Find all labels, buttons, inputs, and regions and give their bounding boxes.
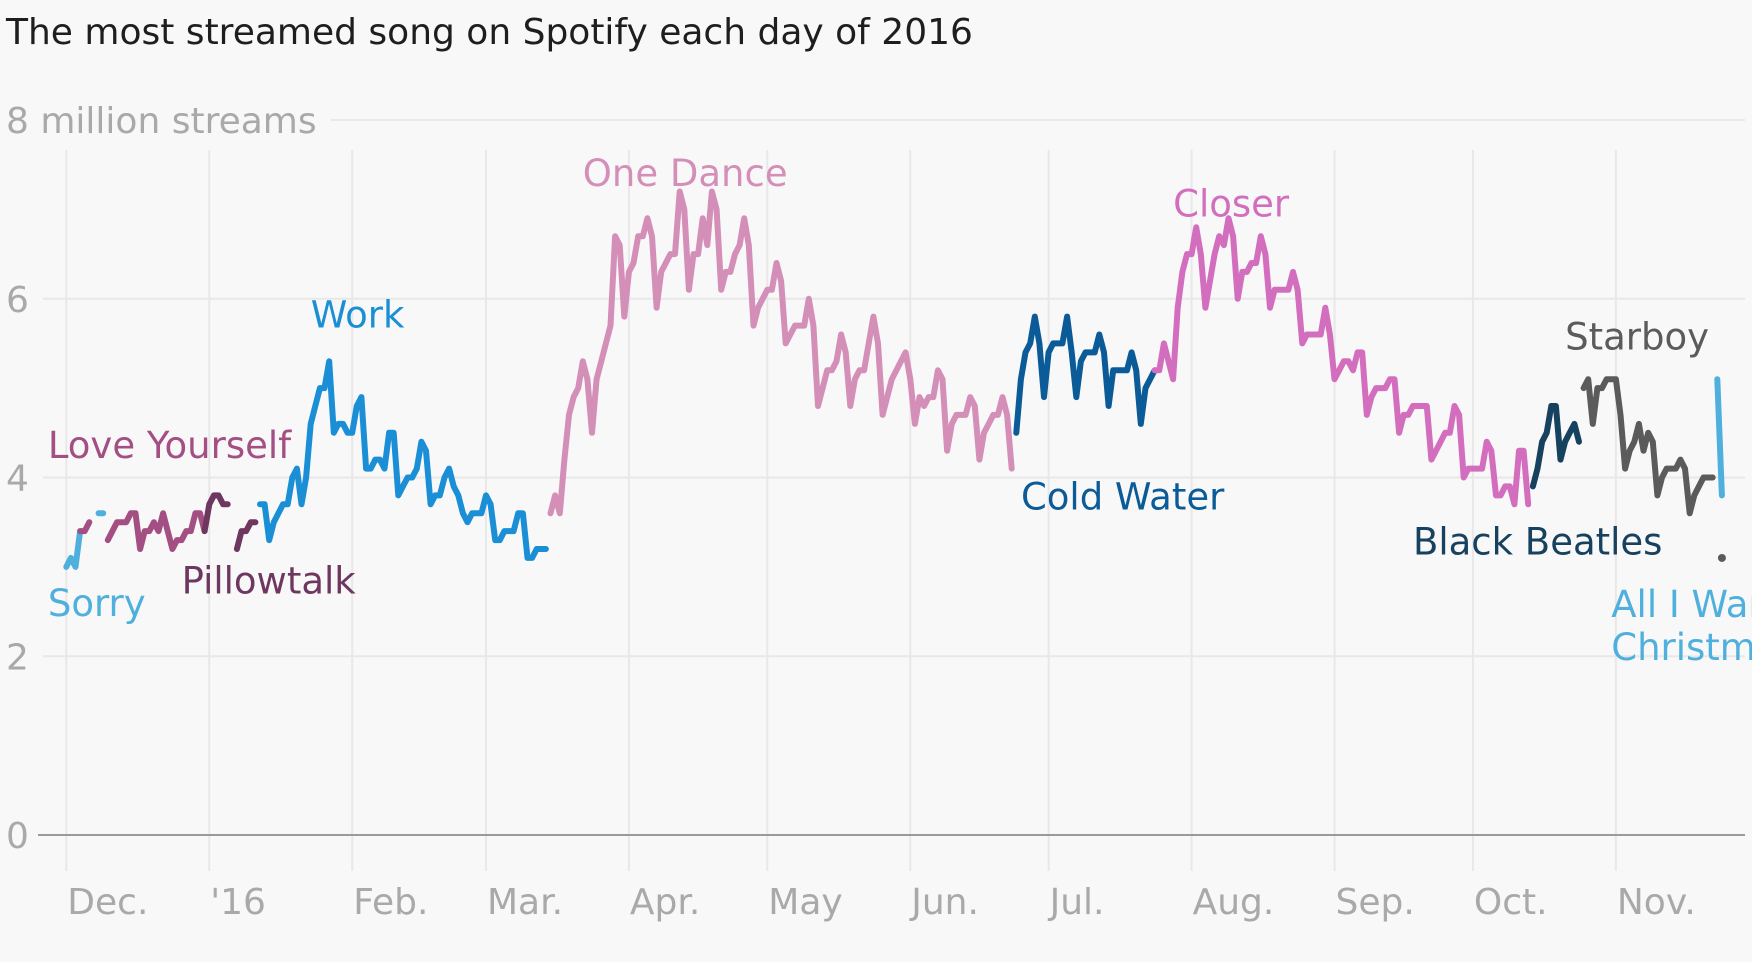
- series-sorry: [63, 510, 107, 570]
- series-work: [257, 358, 549, 561]
- y-tick-label: 6: [6, 280, 29, 321]
- y-gridlines: [42, 119, 1745, 658]
- y-tick-label: 0: [6, 816, 29, 857]
- series-line-segment: [233, 519, 259, 552]
- series-label-starboy: Starboy: [1565, 316, 1709, 359]
- series-line-segment: [1013, 313, 1158, 436]
- series-line-segment: [547, 188, 1015, 517]
- series-pillowtalk: [201, 492, 259, 552]
- x-tick-labels: Dec. '16 Feb. Mar. Apr. May Jun. Jul. Aug. Sep. Oc…: [67, 882, 1696, 923]
- x-tick-label: Mar.: [487, 882, 563, 923]
- series-label-cold-water: Cold Water: [1021, 476, 1225, 519]
- x-gridlines: [65, 150, 1617, 871]
- x-tick-label: Feb.: [353, 882, 428, 923]
- series-line-segment: [1151, 215, 1532, 508]
- series-line-segment: [77, 519, 93, 535]
- x-tick-label: May: [768, 882, 842, 923]
- series-line-segment: [1529, 403, 1582, 490]
- x-tick-label: Aug.: [1193, 882, 1275, 923]
- series-labels: Sorry Love Yourself Pillowtalk Work One Danc…: [48, 152, 1752, 669]
- series-label-closer: Closer: [1173, 183, 1290, 226]
- series-label-black-beatles: Black Beatles: [1413, 520, 1663, 563]
- y-tick-labels: 0 2 4 6 8 million streams: [6, 101, 317, 857]
- series-label-pillowtalk: Pillowtalk: [182, 560, 357, 603]
- series-love-yourself: [77, 510, 208, 552]
- x-tick-label: Nov.: [1617, 882, 1696, 923]
- series-label-work: Work: [311, 293, 405, 336]
- series-line-segment: [104, 510, 208, 552]
- series-line-segment: [63, 528, 84, 570]
- y-tick-label: 2: [6, 637, 29, 678]
- series-line-segment: [257, 358, 549, 561]
- series-starboy: [1580, 376, 1726, 562]
- y-tick-label: 8 million streams: [6, 101, 317, 142]
- series-line-segment: [201, 492, 231, 535]
- series-closer: [1151, 215, 1532, 508]
- chart-title: The most streamed song on Spotify each d…: [6, 12, 973, 53]
- x-tick-label: '16: [210, 882, 266, 923]
- series-line-segment: [1580, 376, 1716, 517]
- x-tick-label: Dec.: [67, 882, 148, 923]
- x-tick-label: Apr.: [630, 882, 700, 923]
- series-point: [1717, 553, 1726, 562]
- x-tick-label: Oct.: [1474, 882, 1548, 923]
- series-line-segment: [1714, 376, 1725, 499]
- series-one-dance: [547, 188, 1015, 517]
- series-lines: [63, 188, 1726, 570]
- series-cold-water: [1013, 313, 1158, 436]
- x-tick-label: Jun.: [909, 882, 979, 923]
- y-tick-label: 4: [6, 459, 29, 500]
- series-black-beatles: [1529, 403, 1582, 490]
- series-label-love-yourself: Love Yourself: [48, 424, 292, 467]
- x-tick-label: Sep.: [1336, 882, 1415, 923]
- series-label-sorry: Sorry: [48, 582, 146, 625]
- series-label-all-i-want-for-christmas: All I Want forChristmas ...: [1611, 583, 1752, 669]
- series-label-one-dance: One Dance: [583, 152, 788, 195]
- x-tick-label: Jul.: [1048, 882, 1105, 923]
- series-all-i-want-for-christmas: [1714, 376, 1725, 499]
